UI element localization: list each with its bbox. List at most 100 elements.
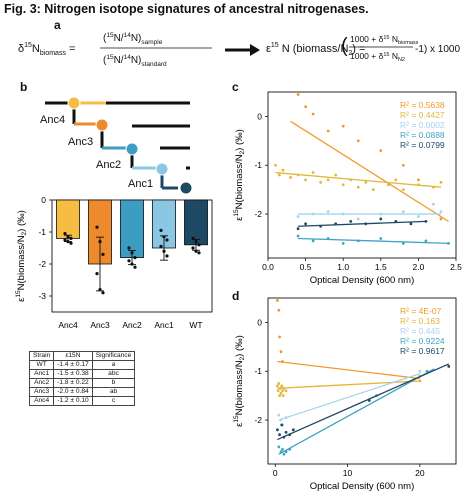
panel-label-c: c <box>232 80 239 94</box>
legend-r2: R² = 4E-07 <box>400 306 442 316</box>
legend-r2: R² = 0.0799 <box>400 140 445 150</box>
data-point <box>63 238 67 242</box>
data-point <box>326 210 330 214</box>
x-tick-label: 0.5 <box>300 262 312 272</box>
x-tick-label: 1.5 <box>375 262 387 272</box>
x-tick-label: 1.0 <box>337 262 349 272</box>
data-point <box>281 389 284 393</box>
plot-frame <box>267 91 457 259</box>
panel-label-b: b <box>20 80 28 94</box>
eq-lhs-main: N <box>32 43 40 55</box>
tree-label-anc4: Anc4 <box>40 114 65 126</box>
data-point <box>296 93 300 96</box>
y-tick-label: -2 <box>38 259 46 269</box>
series-2 <box>277 369 422 427</box>
table-header-significance: Significance <box>91 351 136 361</box>
x-tick-label: Anc2 <box>122 320 142 330</box>
data-point <box>326 178 330 182</box>
data-point <box>439 180 443 184</box>
data-point <box>95 272 99 276</box>
data-point <box>159 244 163 248</box>
data-point <box>197 243 201 247</box>
data-point <box>277 173 281 177</box>
svg-text:1000 + δ15 NN2: 1000 + δ15 NN2 <box>350 51 405 63</box>
data-point <box>281 447 284 451</box>
eq-num-mid: N/ <box>114 33 124 44</box>
data-point <box>401 241 405 245</box>
x-tick-label: 0.0 <box>262 262 274 272</box>
svg-text:1000 + δ15 Nbiomass: 1000 + δ15 Nbiomass <box>350 34 419 46</box>
data-point <box>311 239 315 243</box>
legend-r2: R² = 0.445 <box>400 326 440 336</box>
y-tick-label: -3 <box>38 291 46 301</box>
data-point <box>69 241 73 245</box>
data-point <box>278 394 281 398</box>
trend-line <box>298 220 426 227</box>
panel-label-d: d <box>232 289 240 303</box>
data-point <box>296 227 300 231</box>
data-point <box>127 259 131 263</box>
data-point <box>278 433 281 437</box>
data-point <box>162 249 166 253</box>
data-point <box>277 382 281 385</box>
series-3 <box>277 368 435 456</box>
eq-frac-den-sub: N2 <box>398 57 405 63</box>
table-row: Anc3 -2.0 ± 0.84 ab <box>28 387 136 397</box>
eq-rhs-eps: ε <box>266 43 271 55</box>
tree-label-anc2: Anc2 <box>96 159 121 171</box>
table-row: Anc1 -1.5 ± 0.38 abc <box>28 369 136 379</box>
data-point <box>379 237 383 240</box>
data-point <box>341 124 345 128</box>
series-2 <box>296 202 443 221</box>
data-point <box>364 180 368 184</box>
eq-lhs-delta: δ <box>18 43 24 55</box>
eq-frac-den: 1000 + δ <box>350 51 384 61</box>
data-point <box>277 445 281 449</box>
trend-line <box>278 373 421 421</box>
data-point <box>165 238 169 242</box>
y-axis-label: ε15N(biomass/N2) (‰) <box>233 335 246 427</box>
eq-frac-num-sub: biomass <box>398 40 419 46</box>
data-point <box>409 222 413 226</box>
scatter-chart-d: 0 10 20 0 -1 -2 Optical Density (600 nm) ε15N(b… <box>233 297 457 492</box>
data-point <box>424 239 428 243</box>
x-tick-label: 2.0 <box>412 262 424 272</box>
tree-node-anc1 <box>155 162 169 176</box>
data-point <box>191 236 195 240</box>
data-point <box>417 178 420 182</box>
trend-line <box>298 237 449 245</box>
svg-text:δ15Nbiomass =: δ15Nbiomass = <box>18 42 75 57</box>
table-row: Anc4 -1.2 ± 0.10 c <box>28 396 136 406</box>
data-point <box>277 308 281 312</box>
x-tick-label: 2.5 <box>450 262 462 272</box>
data-point <box>277 413 281 417</box>
x-tick-label: 20 <box>415 468 425 478</box>
y-tick-label: 0 <box>41 195 46 205</box>
series-3 <box>296 234 450 245</box>
x-tick-label: Anc4 <box>58 320 78 330</box>
x-tick-label: Anc3 <box>90 320 110 330</box>
data-point <box>276 384 279 388</box>
series-1 <box>276 379 422 398</box>
data-point <box>334 173 338 177</box>
data-point <box>127 246 131 250</box>
eq-lhs-sup: 15 <box>24 42 32 49</box>
eq-rhs-sub2: 2 <box>348 50 352 57</box>
data-point <box>276 428 279 432</box>
trend-line <box>290 120 449 222</box>
eq-num-sub: sample <box>141 39 162 46</box>
table-header-epsilon: ε15N <box>53 351 93 361</box>
significance-table: Strain ε15N Significance WT -1.4 ± 0.17 a … <box>28 351 136 406</box>
svg-text:ε15 N (biomass/N2) =: ε15 N (biomass/N2) = <box>266 42 365 57</box>
table-row: Anc2 -1.8 ± 0.22 b <box>28 378 136 388</box>
tree-node-anc3 <box>95 118 109 132</box>
tree-label-anc3: Anc3 <box>68 136 93 148</box>
data-point <box>304 178 307 182</box>
data-point <box>194 249 198 253</box>
panel-label-a: a <box>54 18 61 32</box>
trend-line <box>277 380 420 389</box>
scatter-chart-c: 0.0 0.5 1.0 1.5 2.0 2.5 0 -1 -2 Optical Density (… <box>233 91 462 286</box>
data-point <box>424 219 428 223</box>
data-point <box>356 185 360 189</box>
legend-r2: R² = 0.9224 <box>400 336 445 346</box>
